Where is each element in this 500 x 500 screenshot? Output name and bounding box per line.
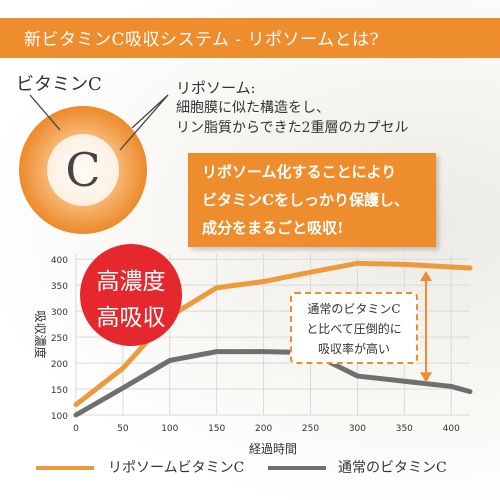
x-tick-label: 200 xyxy=(255,424,272,434)
liposome-line-1: 細胞膜に似た構造をし、 xyxy=(176,100,330,116)
liposome-pointer-1 xyxy=(131,94,169,129)
liposome-inner-ring xyxy=(47,134,119,206)
x-tick-label: 50 xyxy=(117,424,129,434)
header-banner: 新ビタミンC吸収システム - リポソームとは? xyxy=(0,18,500,58)
vitamin-c-label: ビタミンC xyxy=(16,74,102,95)
liposome-line-2: リン脂質からできた2重層のカプセル xyxy=(176,120,409,136)
liposome-pointer-2 xyxy=(119,94,169,151)
x-tick-label: 150 xyxy=(208,424,225,434)
y-tick-label: 300 xyxy=(51,308,68,318)
y-tick-label: 400 xyxy=(51,256,68,266)
legend-swatch-liposome xyxy=(36,466,94,470)
liposome-description: リポソーム: 細胞膜に似た構造をし、 リン脂質からできた2重層のカプセル xyxy=(176,78,409,138)
x-tick-label: 350 xyxy=(396,424,413,434)
difference-arrow-up-icon xyxy=(420,270,432,281)
high-concentration-badge: 高濃度 高吸収 xyxy=(80,244,182,346)
y-tick-label: 250 xyxy=(51,334,68,344)
page-title: 新ビタミンC吸収システム - リポソームとは? xyxy=(24,30,380,50)
x-tick-label: 100 xyxy=(161,424,178,434)
badge-line-1: 高濃度 xyxy=(96,269,166,295)
y-axis-label: 吸収濃度 xyxy=(33,310,48,358)
vitamin-c-letter: C xyxy=(65,143,100,197)
legend-swatch-normal xyxy=(268,466,326,470)
x-axis-label: 経過時間 xyxy=(249,442,297,456)
y-tick-label: 350 xyxy=(51,282,68,292)
x-tick-label: 400 xyxy=(443,424,460,434)
badge-line-2: 高吸収 xyxy=(96,305,166,331)
comparison-box: 通常のビタミンC と比べて圧倒的に 吸収率が高い xyxy=(290,292,418,364)
callout-line-1: リポソーム化することにより xyxy=(202,163,397,181)
callout-line-3: 成分をまるごと吸収! xyxy=(202,219,344,237)
x-tick-label: 0 xyxy=(73,424,79,434)
difference-arrow-down-icon xyxy=(420,372,432,383)
liposome-title: リポソーム: xyxy=(176,79,256,97)
callout-box: リポソーム化することにより ビタミンCをしっかり保護し、 成分をまるごと吸収! xyxy=(188,153,436,247)
callout-line-2: ビタミンCをしっかり保護し、 xyxy=(202,191,409,209)
legend-label-liposome: リポソームビタミンC xyxy=(108,460,245,476)
vitamin-c-pointer xyxy=(29,94,61,131)
y-tick-label: 100 xyxy=(51,412,68,422)
y-tick-label: 200 xyxy=(51,360,68,370)
x-tick-label: 300 xyxy=(349,424,366,434)
y-tick-label: 150 xyxy=(51,386,68,396)
legend-label-normal: 通常のビタミンC xyxy=(338,460,447,476)
comparison-line-1: 通常のビタミンC xyxy=(307,302,401,316)
comparison-line-2: と比べて圧倒的に xyxy=(306,322,402,336)
comparison-line-3: 吸収率が高い xyxy=(317,342,390,356)
x-tick-label: 250 xyxy=(302,424,319,434)
series-line-normal xyxy=(73,349,473,418)
